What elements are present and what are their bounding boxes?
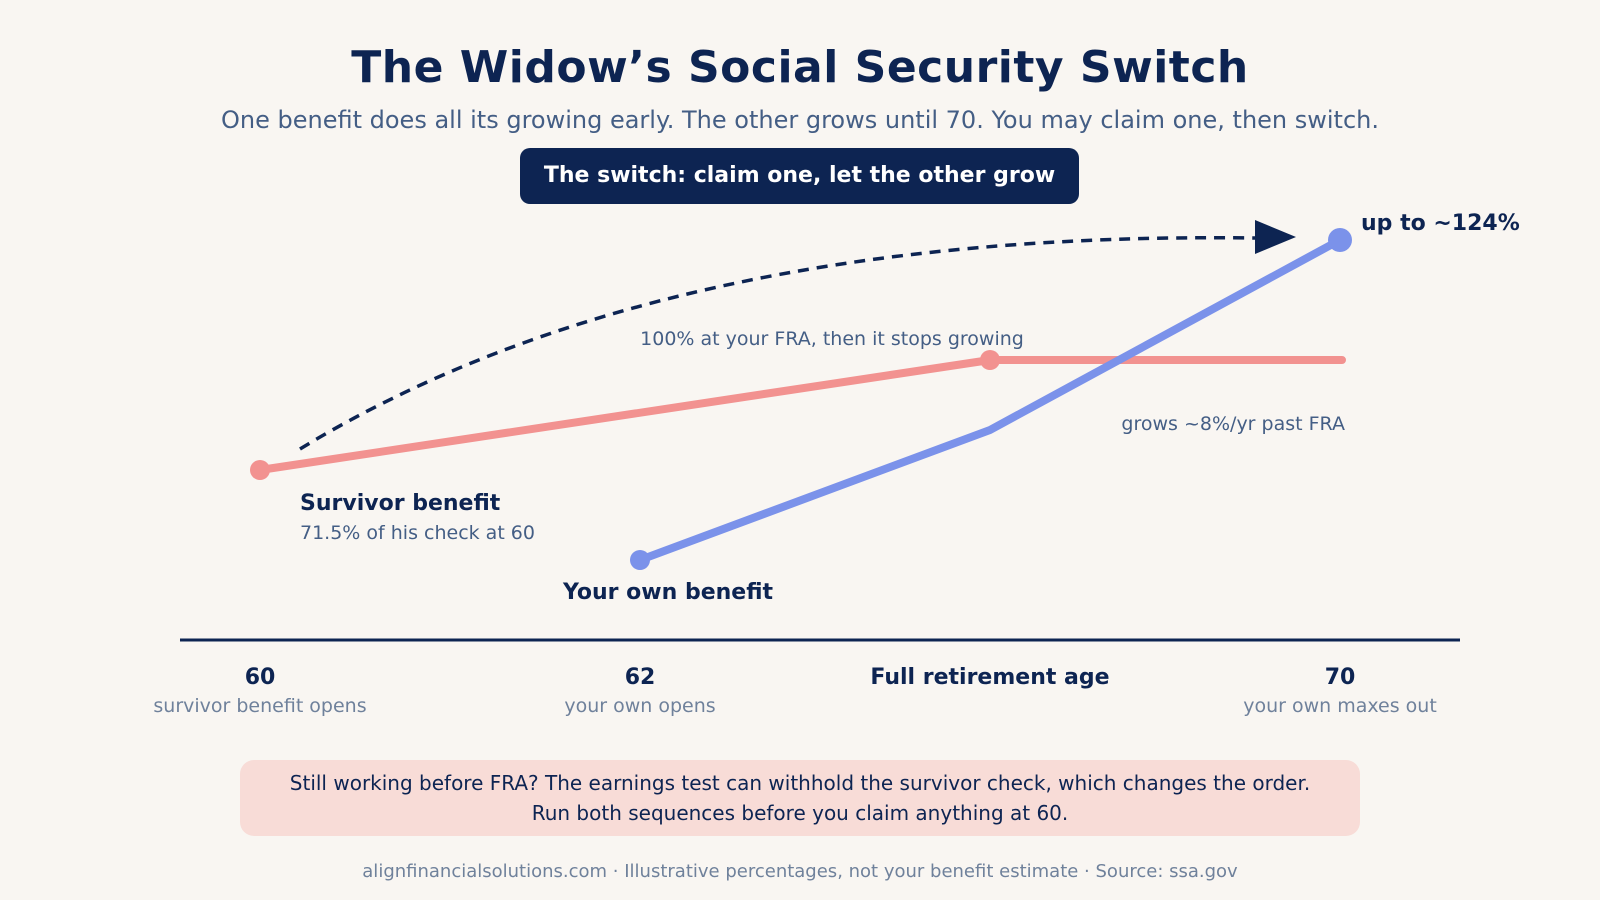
note-line-1: Still working before FRA? The earnings t… (289, 771, 1311, 795)
page-title: The Widow’s Social Security Switch (351, 42, 1249, 93)
survivor-fra-note: 100% at your FRA, then it stops growing (640, 328, 1024, 350)
own-growth-note: grows ~8%/yr past FRA (1121, 413, 1345, 435)
own-benefit-line (636, 236, 1344, 564)
switch-pill: The switch: claim one, let the other gro… (520, 148, 1079, 204)
own-end-label: up to ~124% (1361, 211, 1520, 236)
switch-arrowhead-icon (1255, 220, 1296, 254)
earnings-test-note: Still working before FRA? The earnings t… (240, 760, 1360, 836)
survivor-fra-point (980, 350, 1000, 370)
axis-sub-62: your own opens (564, 695, 715, 717)
own-name-label: Your own benefit (562, 580, 774, 605)
survivor-detail-label: 71.5% of his check at 60 (300, 522, 535, 544)
own-start-point (630, 550, 650, 570)
axis-sub-60: survivor benefit opens (153, 695, 366, 717)
axis-tick-70: 70 (1325, 665, 1356, 690)
axis-tick-60: 60 (245, 665, 276, 690)
axis-tick-62: 62 (625, 665, 656, 690)
note-line-2: Run both sequences before you claim anyt… (531, 801, 1069, 825)
page-subtitle: One benefit does all its growing early. … (221, 106, 1379, 134)
axis-tick-fra: Full retirement age (870, 665, 1109, 690)
survivor-name-label: Survivor benefit (300, 491, 501, 516)
footer-source: alignfinancialsolutions.com · Illustrati… (362, 861, 1238, 882)
axis-sub-70: your own maxes out (1243, 695, 1437, 717)
own-end-point (1328, 228, 1352, 252)
switch-arrow-curve (299, 235, 1256, 451)
survivor-start-point (250, 460, 270, 480)
